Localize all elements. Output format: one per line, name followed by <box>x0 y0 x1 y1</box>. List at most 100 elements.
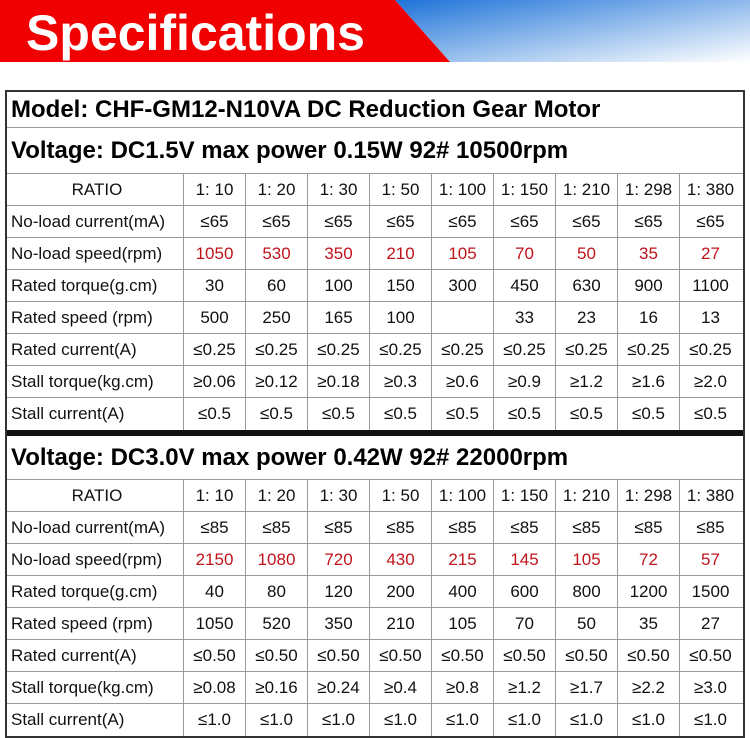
cell: ≤65 <box>493 206 555 237</box>
row-label: Stall torque(kg.cm) <box>11 677 154 697</box>
title: Specifications <box>26 5 365 61</box>
cell: 1: 380 <box>679 480 741 511</box>
table-row: Stall torque(kg.cm) ≥0.06 ≥0.12 ≥0.18 ≥0.3 ≥0… <box>7 366 743 398</box>
cell: 50 <box>555 238 617 269</box>
cell: ≤0.25 <box>245 334 307 365</box>
cell: 1: 20 <box>245 174 307 205</box>
cell: 430 <box>369 544 431 575</box>
cell: 1: 298 <box>617 480 679 511</box>
cell: 1: 210 <box>555 174 617 205</box>
cell: 210 <box>369 608 431 639</box>
cell: 57 <box>679 544 741 575</box>
cell: 250 <box>245 302 307 333</box>
table-row: Rated torque(g.cm) 40 80 120 200 400 600 800 120… <box>7 576 743 608</box>
cell: 2150 <box>183 544 245 575</box>
cell: 500 <box>183 302 245 333</box>
cell: 600 <box>493 576 555 607</box>
table-row: No-load current(mA) ≤65 ≤65 ≤65 ≤65 ≤65 ≤65 ≤65… <box>7 206 743 238</box>
cell: ≥2.0 <box>679 366 741 397</box>
row-label: Stall torque(kg.cm) <box>11 371 154 391</box>
cell: ≤0.50 <box>617 640 679 671</box>
table-row: Rated speed (rpm) 500 250 165 100 33 23 16 13 <box>7 302 743 334</box>
cell: ≥0.9 <box>493 366 555 397</box>
cell: 50 <box>555 608 617 639</box>
row-label: No-load speed(rpm) <box>11 549 163 569</box>
cell: 1: 150 <box>493 480 555 511</box>
cell: ≤0.5 <box>493 398 555 430</box>
cell: 145 <box>493 544 555 575</box>
row-label: No-load current(mA) <box>11 211 165 231</box>
cell: ≤65 <box>431 206 493 237</box>
cell: ≥0.4 <box>369 672 431 703</box>
cell: 350 <box>307 608 369 639</box>
row-label: No-load current(mA) <box>11 517 165 537</box>
cell: ≤0.25 <box>431 334 493 365</box>
row-label: Rated speed (rpm) <box>11 613 153 633</box>
table-row: Rated torque(g.cm) 30 60 100 150 300 450 630 900… <box>7 270 743 302</box>
cell: ≤1.0 <box>307 704 369 736</box>
row-label: Rated speed (rpm) <box>11 307 153 327</box>
cell: ≤0.5 <box>245 398 307 430</box>
cell: ≤0.5 <box>183 398 245 430</box>
cell: ≤0.5 <box>369 398 431 430</box>
cell: ≤0.25 <box>369 334 431 365</box>
cell: 35 <box>617 238 679 269</box>
cell: 60 <box>245 270 307 301</box>
table-row: Rated current(A) ≤0.50 ≤0.50 ≤0.50 ≤0.50 ≤0.5… <box>7 640 743 672</box>
cell: ≤65 <box>617 206 679 237</box>
cell: ≤0.5 <box>307 398 369 430</box>
cell: ≥3.0 <box>679 672 741 703</box>
cell: ≤0.25 <box>183 334 245 365</box>
cell: 630 <box>555 270 617 301</box>
cell: ≤1.0 <box>183 704 245 736</box>
cell: ≤65 <box>679 206 741 237</box>
cell: ≥0.6 <box>431 366 493 397</box>
row-label: No-load speed(rpm) <box>11 243 163 263</box>
cell: ≤0.50 <box>431 640 493 671</box>
cell: ≤1.0 <box>555 704 617 736</box>
cell: 1: 380 <box>679 174 741 205</box>
table-row: Stall current(A) ≤0.5 ≤0.5 ≤0.5 ≤0.5 ≤0.5 ≤0.5… <box>7 398 743 430</box>
cell: ≤0.5 <box>617 398 679 430</box>
cell: ≤65 <box>307 206 369 237</box>
cell: ≤1.0 <box>431 704 493 736</box>
cell: ≤0.25 <box>307 334 369 365</box>
cell: 1080 <box>245 544 307 575</box>
cell: 1050 <box>183 608 245 639</box>
cell: 100 <box>369 302 431 333</box>
cell: 1200 <box>617 576 679 607</box>
cell: 150 <box>369 270 431 301</box>
cell: 33 <box>493 302 555 333</box>
table-row: No-load current(mA) ≤85 ≤85 ≤85 ≤85 ≤85 ≤85 ≤85… <box>7 512 743 544</box>
cell: ≤85 <box>307 512 369 543</box>
cell: 70 <box>493 238 555 269</box>
cell: ≤85 <box>679 512 741 543</box>
cell: ≤85 <box>183 512 245 543</box>
model-line: Model: CHF-GM12-N10VA DC Reduction Gear … <box>7 92 743 128</box>
cell: 350 <box>307 238 369 269</box>
row-label: Stall current(A) <box>11 710 125 729</box>
cell: 520 <box>245 608 307 639</box>
cell: 27 <box>679 238 741 269</box>
cell: ≥0.3 <box>369 366 431 397</box>
cell: 215 <box>431 544 493 575</box>
cell: ≤0.5 <box>679 398 741 430</box>
cell: ≥0.24 <box>307 672 369 703</box>
cell: ≤85 <box>493 512 555 543</box>
cell: ≤85 <box>431 512 493 543</box>
cell: ≤1.0 <box>679 704 741 736</box>
cell: 30 <box>183 270 245 301</box>
cell: ≥1.6 <box>617 366 679 397</box>
table-row: No-load speed(rpm) 2150 1080 720 430 215 145 10… <box>7 544 743 576</box>
cell: ≤85 <box>245 512 307 543</box>
table-row: Stall torque(kg.cm) ≥0.08 ≥0.16 ≥0.24 ≥0.4 ≥0… <box>7 672 743 704</box>
cell: ≥0.16 <box>245 672 307 703</box>
cell: ≤1.0 <box>369 704 431 736</box>
cell: 1: 50 <box>369 480 431 511</box>
row-label: Rated torque(g.cm) <box>11 581 158 601</box>
cell: 1050 <box>183 238 245 269</box>
cell: ≥0.8 <box>431 672 493 703</box>
cell: 70 <box>493 608 555 639</box>
table-row: No-load speed(rpm) 1050 530 350 210 105 70 50 35… <box>7 238 743 270</box>
cell: ≤0.5 <box>555 398 617 430</box>
